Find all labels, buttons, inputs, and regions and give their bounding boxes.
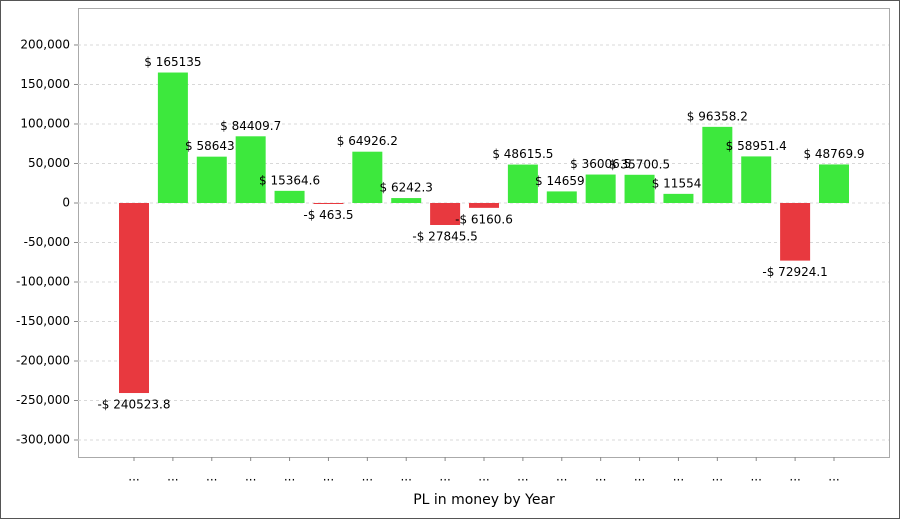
- value-label: -$ 6160.6: [455, 212, 513, 226]
- x-tick-label: ...: [206, 470, 217, 484]
- x-tick-label: ...: [400, 470, 411, 484]
- x-tick-label: ...: [750, 470, 761, 484]
- bar: [663, 193, 694, 203]
- x-tick-label: ...: [634, 470, 645, 484]
- y-tick-label: -150,000: [16, 314, 70, 328]
- bar: [196, 156, 227, 203]
- x-tick-label: ...: [673, 470, 684, 484]
- value-label: $ 14659.: [535, 174, 588, 188]
- value-label: -$ 240523.8: [97, 398, 170, 412]
- x-tick-label: ...: [362, 470, 373, 484]
- x-tick-label: ...: [323, 470, 334, 484]
- bar: [391, 198, 422, 203]
- bar: [469, 202, 499, 208]
- x-tick-label: ...: [245, 470, 256, 484]
- x-tick-label: ...: [284, 470, 295, 484]
- value-label: -$ 463.5: [303, 208, 353, 222]
- bar: [313, 202, 344, 204]
- value-label: $ 58951.4: [726, 139, 787, 153]
- y-tick-label: -300,000: [16, 433, 70, 447]
- y-tick-label: 200,000: [20, 37, 70, 51]
- bar: [780, 202, 811, 261]
- bar: [819, 164, 849, 203]
- x-tick-label: ...: [167, 470, 178, 484]
- plot-area: [78, 8, 890, 458]
- y-tick-label: 50,000: [28, 156, 70, 170]
- value-label: $ 35700.5: [609, 157, 670, 171]
- value-label: $ 48615.5: [492, 147, 553, 161]
- x-tick-label: ...: [517, 470, 528, 484]
- bar: [235, 136, 266, 203]
- y-tick-label: 0: [62, 195, 70, 209]
- value-label: $ 36006.5: [570, 157, 631, 171]
- value-label: -$ 72924.1: [762, 265, 827, 279]
- value-label: $ 15364.6: [259, 173, 320, 187]
- bar: [352, 151, 383, 203]
- bar: [585, 174, 616, 203]
- bar: [546, 191, 577, 203]
- value-label: $ 6242.3: [380, 181, 433, 195]
- bar: [741, 156, 772, 203]
- bar: [624, 174, 655, 203]
- value-label: $ 58643.: [185, 139, 238, 153]
- x-axis-label: PL in money by Year: [413, 492, 555, 508]
- y-tick-label: -200,000: [16, 354, 70, 368]
- x-tick-label: ...: [478, 470, 489, 484]
- value-label: $ 48769.9: [803, 147, 864, 161]
- y-tick-label: 100,000: [20, 116, 70, 130]
- bar: [274, 190, 305, 203]
- value-label: -$ 27845.5: [412, 229, 477, 243]
- x-tick-label: ...: [712, 470, 723, 484]
- y-tick-label: -50,000: [24, 235, 70, 249]
- x-tick-label: ...: [595, 470, 606, 484]
- value-label: $ 96358.2: [687, 109, 748, 123]
- y-tick-label: 150,000: [20, 77, 70, 91]
- y-tick-label: -250,000: [16, 393, 70, 407]
- bar: [119, 202, 149, 394]
- bar: [157, 72, 188, 203]
- x-tick-label: ...: [828, 470, 839, 484]
- x-tick-label: ...: [789, 470, 800, 484]
- x-tick-label: ...: [556, 470, 567, 484]
- x-tick-label: ...: [439, 470, 450, 484]
- value-label: $ 11554.: [652, 176, 705, 190]
- y-tick-label: -100,000: [16, 274, 70, 288]
- value-label: $ 84409.7: [220, 119, 281, 133]
- bar: [507, 164, 538, 203]
- bar: [430, 202, 461, 225]
- value-label: $ 64926.2: [337, 134, 398, 148]
- x-tick-label: ...: [128, 470, 139, 484]
- bar: [702, 126, 733, 203]
- value-label: $ 165135: [144, 55, 201, 69]
